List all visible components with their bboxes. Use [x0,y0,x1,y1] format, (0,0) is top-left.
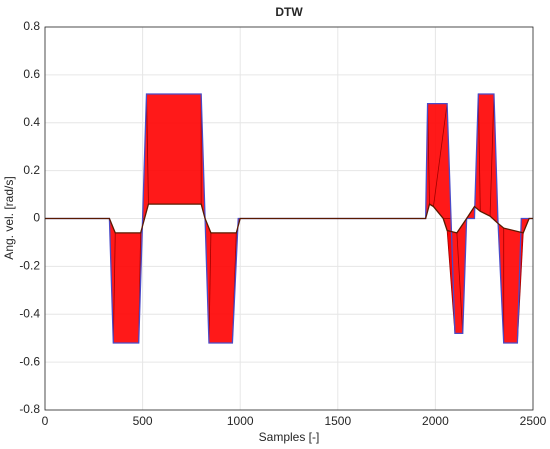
warp-line [208,232,212,343]
warp-line [112,232,116,343]
y-tick-label: 0.6 [23,67,40,81]
warp-region [478,94,494,217]
warp-line [456,232,464,334]
warp-line [433,103,448,207]
y-tick-label: -0.4 [19,306,40,320]
warp-line [477,94,481,212]
plot-frame [44,26,534,411]
x-axis-label: Samples [-] [259,430,320,444]
chart-title: DTW [275,5,303,19]
warp-region [490,94,498,224]
series-line [45,93,533,344]
x-tick-label: 2000 [422,414,449,428]
x-tick-label: 1000 [227,414,254,428]
series-line [45,203,533,234]
warp-region [427,103,448,207]
y-tick-label: 0.2 [23,163,40,177]
y-tick-label: -0.8 [19,402,40,416]
x-tick-label: 0 [42,414,49,428]
warp-line [489,94,495,217]
y-tick-label: 0 [33,211,40,225]
y-tick-label: 0.8 [23,19,40,33]
y-tick-label: 0.4 [23,115,40,129]
warp-region [433,103,452,219]
warp-region [146,94,202,205]
y-tick-label: -0.6 [19,354,40,368]
warp-region [456,218,467,334]
warp-line [146,94,149,205]
y-axis-label: Ang. vel. [rad/s] [2,176,16,259]
x-tick-label: 500 [133,414,153,428]
x-tick-label: 1500 [324,414,351,428]
y-tick-label: -0.2 [19,259,40,273]
x-tick-label: 2500 [520,414,547,428]
warp-region [447,230,463,334]
warp-region [208,232,237,343]
warp-region [113,232,141,343]
warp-line [446,230,456,334]
